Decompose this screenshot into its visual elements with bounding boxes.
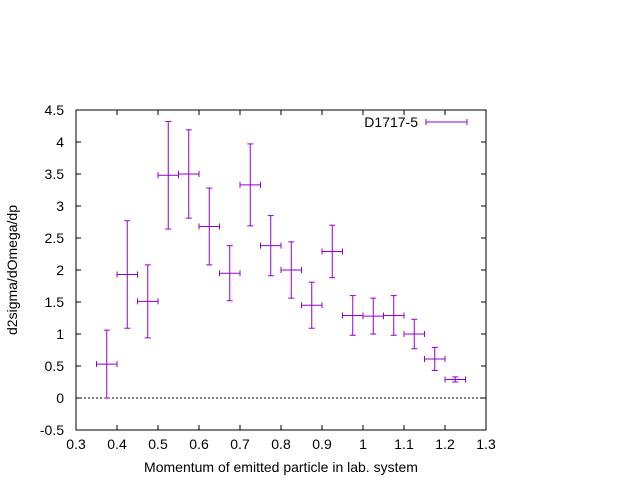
data-point: [239, 143, 261, 227]
y-tick-label: 1: [56, 326, 64, 342]
y-tick-label: 3: [56, 198, 64, 214]
data-point: [96, 329, 118, 399]
data-point: [280, 241, 302, 299]
data-point: [198, 187, 220, 266]
data-point: [321, 224, 343, 279]
x-tick-label: 0.8: [271, 436, 291, 452]
x-axis-label: Momentum of emitted particle in lab. sys…: [144, 459, 418, 475]
data-point: [362, 297, 384, 335]
y-tick-label: -0.5: [40, 422, 64, 438]
data-point: [260, 215, 282, 277]
data-point: [403, 318, 425, 350]
x-tick-label: 1.1: [394, 436, 414, 452]
data-point: [424, 346, 446, 371]
y-axis-label: d2sigma/dOmega/dp: [4, 205, 20, 335]
legend-label: D1717-5: [364, 114, 418, 130]
data-point: [444, 376, 466, 383]
y-tick-label: 2: [56, 262, 64, 278]
y-tick-label: 3.5: [45, 166, 65, 182]
x-tick-label: 0.5: [148, 436, 168, 452]
x-tick-label: 0.4: [107, 436, 127, 452]
x-tick-label: 1.3: [476, 436, 496, 452]
legend: D1717-5: [364, 114, 468, 130]
x-tick-label: 0.7: [230, 436, 250, 452]
x-tick-label: 0.9: [312, 436, 332, 452]
tick-layer: 0.3 0.4 0.5 0.6 0.7 0.8 0.9 1 1.1 1.2 1.3 -0.5 0 0.5 1…: [40, 102, 496, 452]
x-tick-label: 0.3: [66, 436, 86, 452]
y-tick-label: 0.5: [45, 358, 65, 374]
data-point: [219, 245, 241, 302]
x-tick-label: 0.6: [189, 436, 209, 452]
data-layer: [96, 121, 466, 399]
data-point: [137, 264, 159, 339]
x-tick-label: 1: [359, 436, 367, 452]
data-point: [178, 129, 200, 219]
legend-swatch: [425, 119, 468, 125]
y-tick-label: 1.5: [45, 294, 65, 310]
y-tick-label: 0: [56, 390, 64, 406]
y-tick-label: 4: [56, 134, 64, 150]
data-point: [116, 220, 138, 329]
data-point: [342, 295, 364, 336]
data-point: [301, 281, 323, 329]
x-tick-label: 1.2: [435, 436, 455, 452]
data-point: [157, 121, 179, 230]
data-point: [383, 295, 405, 336]
y-tick-label: 2.5: [45, 230, 65, 246]
y-tick-label: 4.5: [45, 102, 65, 118]
